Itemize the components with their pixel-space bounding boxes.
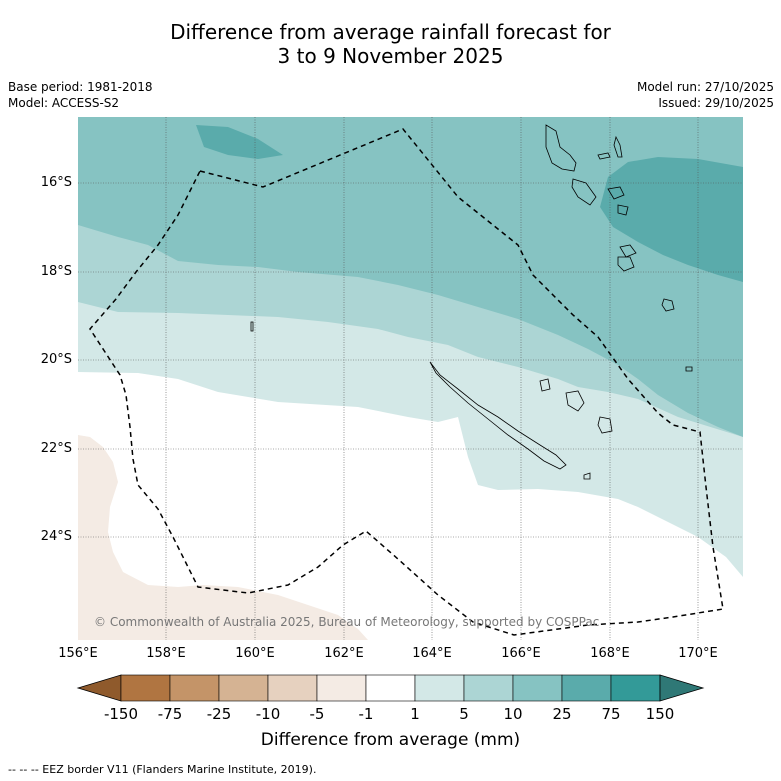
map-copyright: © Commonwealth of Australia 2025, Bureau… [94, 615, 599, 629]
lon-label-156e: 156°E [58, 646, 98, 661]
lon-label-158e: 158°E [146, 646, 186, 661]
loyalty-lifou [565, 390, 585, 412]
colorbar-seg-11 [610, 674, 661, 702]
chesterfield [250, 321, 254, 332]
lon-label-164e: 164°E [412, 646, 452, 661]
meta-right: Model run: 27/10/2025 Issued: 29/10/2025 [637, 79, 774, 111]
cb-tick-3: -10 [255, 705, 281, 723]
colorbar-label: Difference from average (mm) [260, 730, 521, 750]
cb-tick-2: -25 [206, 705, 232, 723]
rainfall-map: © Commonwealth of Australia 2025, Bureau… [78, 117, 743, 640]
lat-label-16s: 16°S [40, 175, 72, 190]
model-name: Model: ACCESS-S2 [8, 96, 120, 110]
vanuatu-malekula [571, 178, 597, 206]
issued-date: Issued: 29/10/2025 [658, 96, 774, 110]
cb-tick-9: 25 [552, 705, 572, 723]
cb-tick-10: 75 [601, 705, 621, 723]
new-caledonia [429, 361, 567, 470]
title-line-1: Difference from average rainfall forecas… [170, 20, 611, 44]
cb-tick-1: -75 [157, 705, 183, 723]
lat-label-22s: 22°S [40, 441, 72, 456]
colorbar [76, 674, 705, 702]
vanuatu-tanna [661, 298, 675, 312]
loyalty-mare [597, 416, 613, 434]
cb-tick-0: -150 [103, 705, 139, 723]
colorbar-seg-10 [561, 674, 612, 702]
base-period: Base period: 1981-2018 [8, 80, 153, 94]
colorbar-seg-6 [365, 674, 416, 702]
vanuatu-small-2 [617, 204, 629, 216]
matthew-island [685, 366, 693, 372]
lon-label-162e: 162°E [324, 646, 364, 661]
graticule [78, 117, 743, 640]
vanuatu-espiritu-santo [545, 124, 577, 172]
cb-tick-6: 1 [410, 705, 420, 723]
band-25-75-east [600, 157, 743, 282]
colorbar-seg-2 [169, 674, 220, 702]
loyalty-ouvea [539, 378, 551, 392]
colorbar-extend-high [659, 674, 705, 702]
colorbar-seg-8 [463, 674, 514, 702]
eez-legend: -- -- -- EEZ border V11 (Flanders Marine… [8, 763, 317, 776]
colorbar-seg-7 [414, 674, 465, 702]
vanuatu-efate [617, 256, 635, 272]
islands [250, 124, 693, 480]
band-minus5-minus1 [78, 435, 368, 640]
colorbar-seg-4 [267, 674, 318, 702]
colorbar-seg-5 [316, 674, 367, 702]
cb-tick-5: -1 [358, 705, 374, 723]
colorbar-seg-1 [120, 674, 171, 702]
lon-label-160e: 160°E [235, 646, 275, 661]
vanuatu-small-3 [619, 244, 637, 258]
map-title: Difference from average rainfall forecas… [0, 20, 781, 68]
cb-tick-11: 150 [645, 705, 675, 723]
model-run: Model run: 27/10/2025 [636, 80, 774, 94]
lat-label-24s: 24°S [40, 529, 72, 544]
lon-label-168e: 168°E [590, 646, 630, 661]
colorbar-seg-9 [512, 674, 563, 702]
band-10-25 [78, 117, 743, 437]
meta-left: Base period: 1981-2018 Model: ACCESS-S2 [8, 79, 153, 111]
isle-of-pines [583, 472, 591, 480]
band-25-75-north [196, 125, 283, 159]
vanuatu-ambae [597, 152, 611, 160]
vanuatu-small-1 [607, 186, 625, 200]
cb-tick-7: 5 [459, 705, 469, 723]
vanuatu-pentecost [613, 135, 623, 158]
title-line-2: 3 to 9 November 2025 [277, 44, 504, 68]
cb-tick-8: 10 [503, 705, 523, 723]
colorbar-extend-low [76, 674, 122, 702]
lon-label-166e: 166°E [501, 646, 541, 661]
colorbar-seg-3 [218, 674, 269, 702]
eez-border [89, 128, 724, 636]
lon-label-170e: 170°E [678, 646, 718, 661]
lat-label-20s: 20°S [40, 352, 72, 367]
cb-tick-4: -5 [309, 705, 325, 723]
lat-label-18s: 18°S [40, 264, 72, 279]
